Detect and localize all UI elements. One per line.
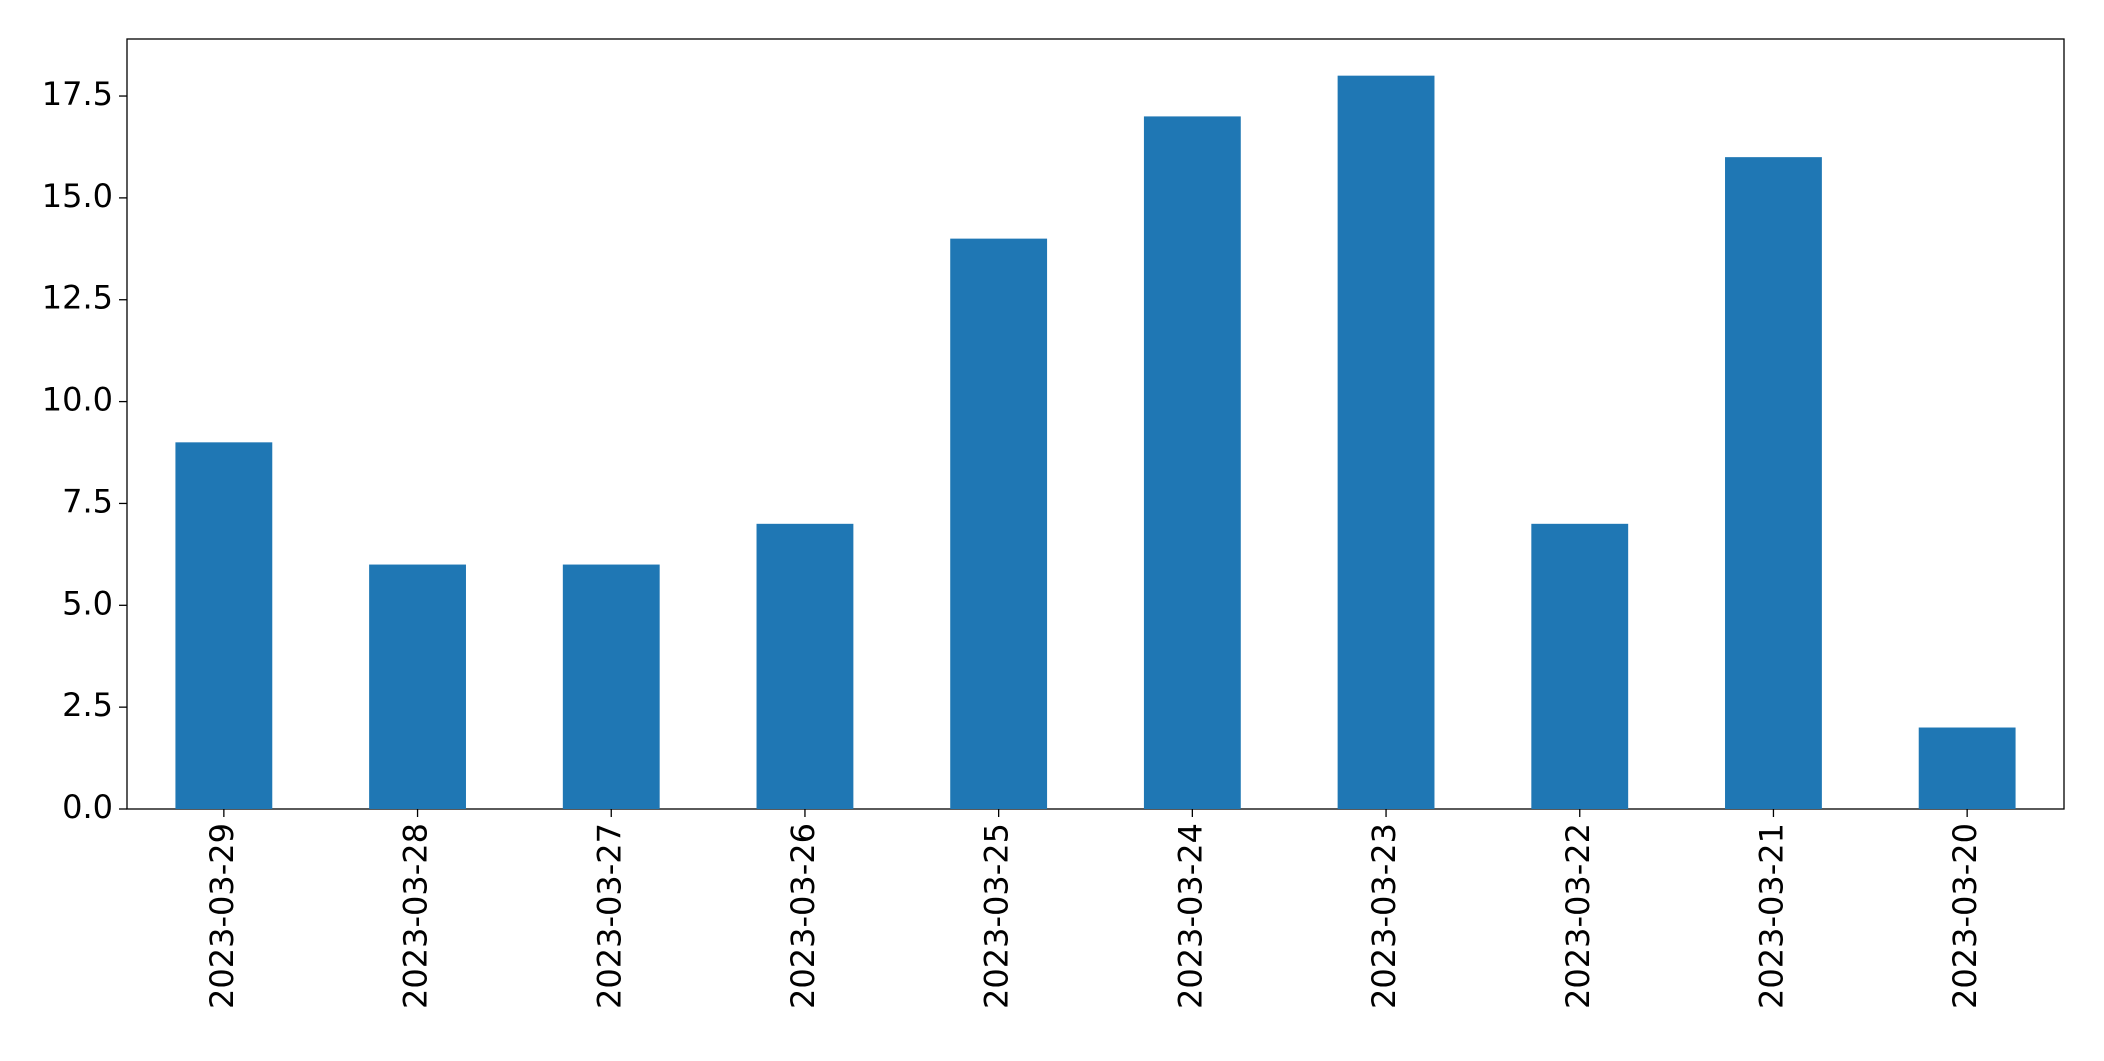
y-tick-label: 0.0 [62,788,113,826]
y-tick-label: 12.5 [42,279,113,317]
x-tick-label: 2023-03-22 [1559,823,1597,1009]
y-tick-label: 17.5 [42,75,113,113]
bar [1143,116,1241,809]
x-tick-label: 2023-03-20 [1946,823,1984,1009]
bar [756,523,854,809]
bar [369,564,466,809]
bar [1918,727,2016,809]
y-tick-label: 7.5 [62,482,113,520]
y-tick-label: 15.0 [42,177,113,215]
x-tick-label: 2023-03-23 [1365,823,1403,1009]
bar [1337,75,1435,809]
plot-frame [126,38,2065,810]
y-tick-label: 5.0 [62,584,113,622]
bar [175,442,273,809]
x-tick-label: 2023-03-24 [1171,823,1209,1009]
y-tick-label: 2.5 [62,686,113,724]
x-tick-label: 2023-03-26 [784,823,822,1009]
x-tick-label: 2023-03-27 [590,823,628,1009]
y-tick-label: 10.0 [42,381,113,419]
x-tick-label: 2023-03-21 [1752,823,1790,1009]
bar [950,238,1048,809]
bar [1531,523,1629,809]
x-tick-label: 2023-03-29 [203,823,241,1009]
bar [1725,157,1822,810]
x-tick-label: 2023-03-25 [978,823,1016,1009]
bar [562,564,660,809]
x-tick-label: 2023-03-28 [397,823,435,1009]
